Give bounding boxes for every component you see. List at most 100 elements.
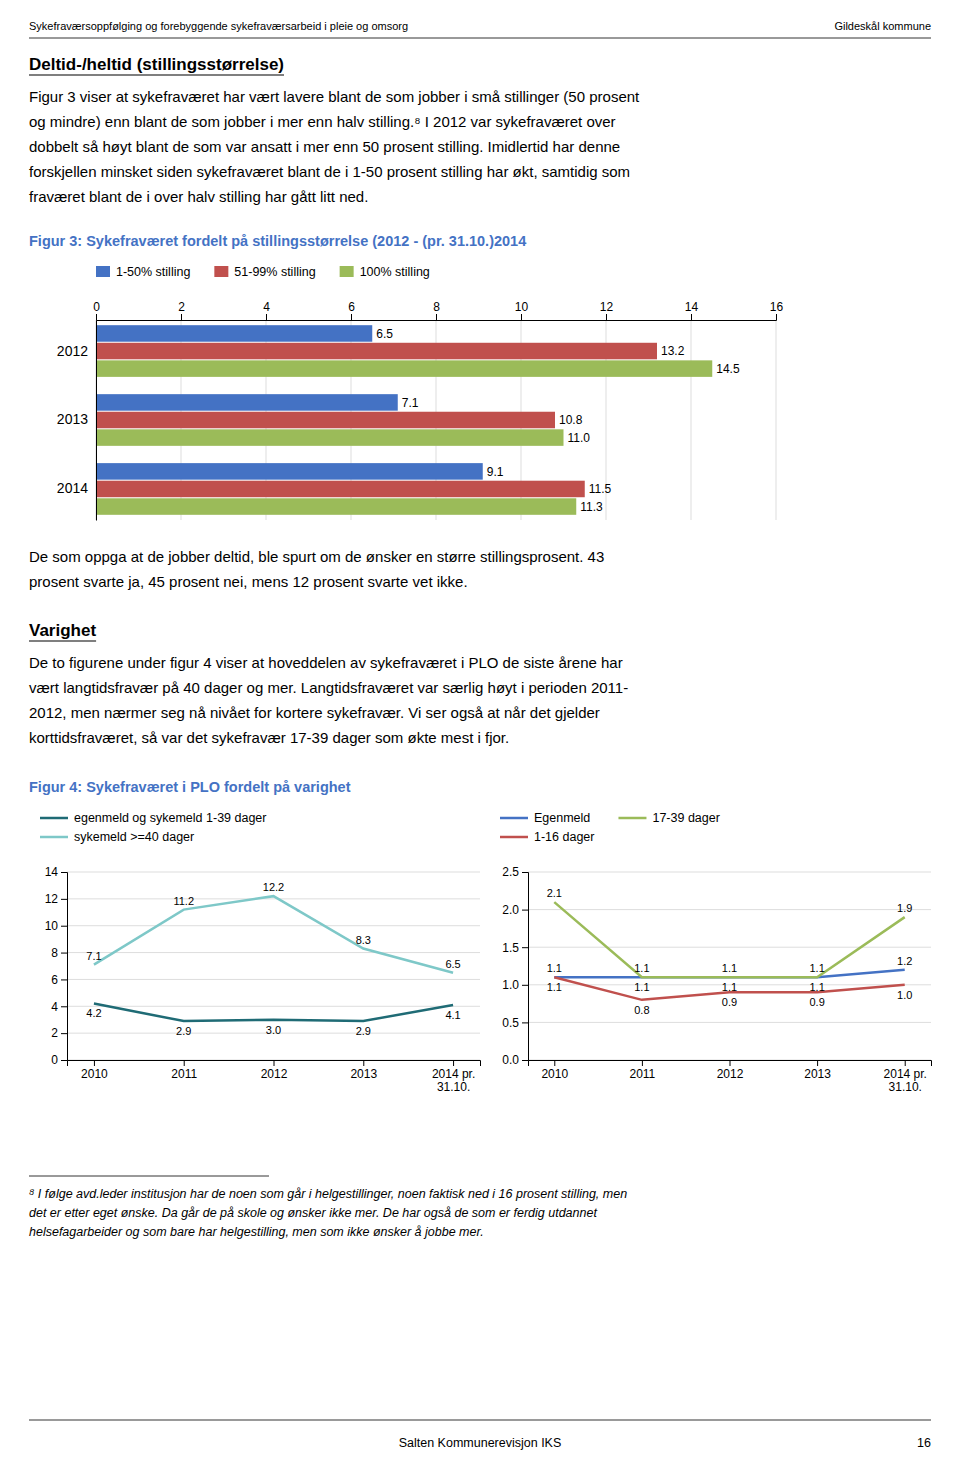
grid-line [528, 1022, 931, 1023]
y-tick: 2.0 [502, 903, 528, 917]
y-axis: 02468101214 [45, 865, 68, 1067]
data-label: 1.1 [722, 981, 737, 993]
value-tick-label: 14 [685, 300, 699, 314]
data-label: 10.8 [559, 413, 583, 427]
legend-swatch [40, 836, 68, 839]
body-text: forskjellen minsket siden sykefraværet b… [29, 163, 630, 180]
grid-line [67, 898, 480, 899]
footnote-rule [29, 1176, 269, 1177]
body-text: ⁸ I følge avd.leder institusjon har de n… [29, 1187, 627, 1201]
bar [96, 498, 576, 515]
x-tick-label: 2010 [81, 1067, 108, 1081]
category-tick-label: 2014 [57, 480, 88, 496]
data-label: 0.9 [809, 996, 824, 1008]
value-tick: 14 [685, 300, 699, 320]
legend: Egenmeld1-16 dager17-39 dager [500, 811, 720, 844]
category-axis-line [96, 321, 97, 521]
y-tick-mark [522, 1060, 528, 1061]
value-tick: 16 [770, 300, 784, 320]
body-text: fraværet blant de i over halv stilling h… [29, 188, 368, 205]
x-tick-label: 2012 [261, 1067, 288, 1081]
bar-chart: 6.57.19.113.210.811.514.511.011.30246810… [57, 300, 784, 521]
x-tick-label: 2011 [629, 1067, 655, 1081]
grid [96, 320, 776, 520]
x-tick-label: 2014 pr.31.10. [884, 1067, 927, 1095]
data-label: 1.1 [547, 981, 562, 993]
x-tick: 2014 pr.31.10. [432, 1060, 475, 1094]
value-tick-mark [96, 314, 97, 320]
y-tick-mark [522, 1022, 528, 1023]
y-tick-label: 0.0 [502, 1053, 519, 1067]
y-tick-mark [61, 1060, 67, 1061]
x-tick-label: 2014 pr.31.10. [432, 1067, 475, 1095]
data-label: 11.5 [589, 482, 612, 496]
data-label: 4.1 [445, 1009, 460, 1021]
y-tick: 14 [45, 865, 67, 879]
y-tick-label: 12 [45, 892, 59, 906]
data-label: 7.1 [86, 950, 101, 962]
value-tick: 10 [515, 300, 529, 320]
value-tick-mark [521, 314, 522, 320]
value-tick: 6 [348, 300, 355, 320]
y-tick: 2.5 [502, 865, 528, 879]
x-tick-label: 2012 [717, 1067, 744, 1081]
x-tick: 2013 [804, 1060, 831, 1081]
data-label: 1.1 [634, 962, 649, 974]
x-tick: 2014 pr.31.10. [884, 1060, 927, 1094]
x-tick-mark [363, 1060, 364, 1066]
y-tick: 1.5 [502, 941, 528, 955]
value-tick-mark [436, 314, 437, 320]
y-tick: 12 [45, 892, 67, 906]
x-tick: 2010 [541, 1060, 568, 1081]
y-tick: 6 [51, 973, 67, 987]
value-tick-mark [776, 314, 777, 320]
header-left: Sykefraværsoppfølging og forebyggende sy… [29, 20, 408, 32]
body-text: dobbelt så høyt blant de som var ansatt … [29, 138, 620, 155]
value-tick: 2 [178, 300, 185, 320]
legend: egenmeld og sykemeld 1-39 dager sykemeld … [40, 811, 266, 844]
y-tick: 0.5 [502, 1016, 528, 1030]
legend-label: 17-39 dager [652, 811, 719, 825]
data-label: 1.1 [634, 981, 649, 993]
y-tick: 8 [51, 946, 67, 960]
category-tick-label: 2012 [57, 343, 88, 359]
data-label: 1.1 [809, 962, 824, 974]
legend-swatch [40, 817, 68, 820]
y-tick-label: 2.0 [502, 903, 519, 917]
x-tick: 2013 [350, 1060, 377, 1081]
data-label: 6.5 [445, 958, 460, 970]
y-tick: 0 [51, 1053, 67, 1067]
chart-title: Figur 4: Sykefraværet i PLO fordelt på v… [29, 779, 351, 795]
value-tick-mark [351, 314, 352, 320]
legend-label: 100% stilling [360, 265, 430, 279]
y-tick-label: 2 [51, 1026, 58, 1040]
value-tick-label: 4 [263, 300, 270, 314]
lines [94, 896, 453, 1021]
value-tick-label: 16 [770, 300, 784, 314]
y-axis: 0.00.51.01.52.02.5 [502, 865, 528, 1067]
y-tick-mark [522, 947, 528, 948]
data-label: 0.9 [722, 996, 737, 1008]
body-text: De som oppga at de jobber deltid, ble sp… [29, 548, 604, 565]
data-labels: 4.22.93.02.94.17.111.212.28.36.5 [86, 881, 460, 1037]
line-chart: 1.11.11.11.11.21.10.80.90.91.02.11.11.11… [502, 865, 931, 1094]
grid-line [528, 947, 931, 948]
value-tick-mark [606, 314, 607, 320]
data-label: 14.5 [716, 362, 740, 376]
x-tick-label: 2010 [541, 1067, 568, 1081]
x-tick-mark [94, 1060, 95, 1066]
legend-item: egenmeld og sykemeld 1-39 dager [40, 811, 266, 825]
data-label: 1.9 [897, 902, 912, 914]
legend-label: 1-50% stilling [116, 265, 190, 279]
y-tick-mark [522, 872, 528, 873]
x-tick-mark [274, 1060, 275, 1066]
section-title-underline [29, 640, 96, 641]
legend-label: sykemeld >=40 dager [74, 830, 194, 844]
header-right: Gildeskål kommune [834, 20, 931, 32]
data-label: 6.5 [376, 327, 393, 341]
value-tick-label: 10 [515, 300, 529, 314]
legend-swatch [340, 266, 354, 277]
category-axis: 201220132014 [57, 321, 97, 521]
y-tick-label: 2.5 [502, 865, 519, 879]
line-chart: 4.22.93.02.94.17.111.212.28.36.502468101… [45, 865, 481, 1094]
